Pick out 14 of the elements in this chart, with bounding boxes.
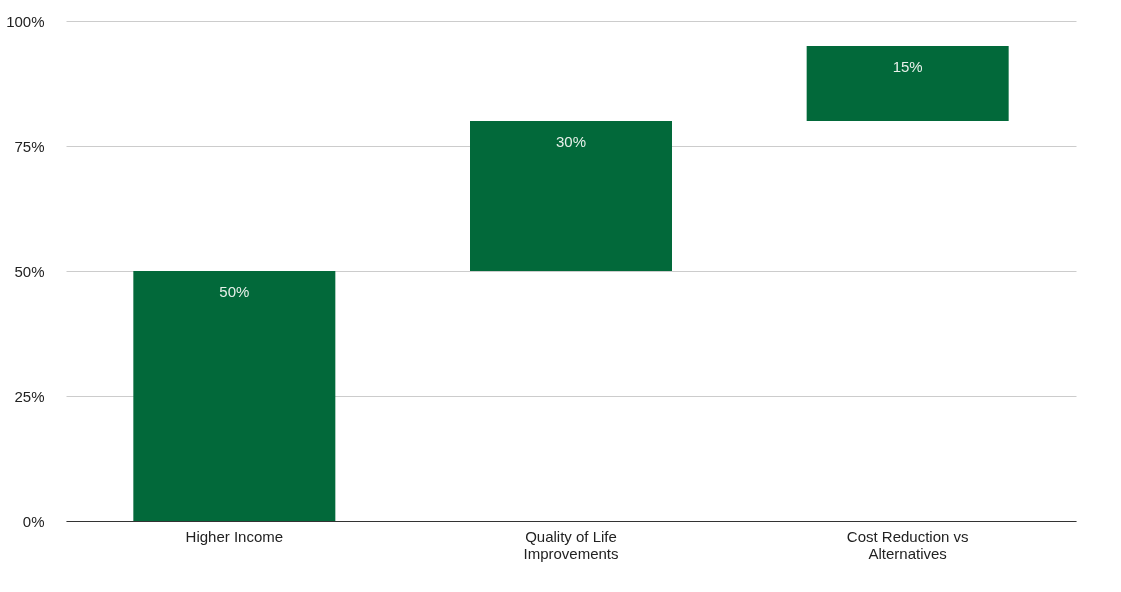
bar bbox=[133, 271, 336, 521]
bar bbox=[470, 121, 672, 271]
y-tick-label: 50% bbox=[14, 262, 45, 280]
y-tick-label: 25% bbox=[14, 387, 45, 405]
y-tick-label: 100% bbox=[6, 12, 45, 30]
x-tick-label: Quality of Life Improvements bbox=[523, 527, 619, 562]
data-label: 30% bbox=[555, 133, 587, 150]
x-tick-label: Higher Income bbox=[185, 527, 284, 545]
data-label: 15% bbox=[892, 58, 923, 75]
bar bbox=[806, 46, 1009, 121]
x-tick-label: Cost Reduction vs Alternatives bbox=[846, 527, 969, 562]
y-tick-label: 75% bbox=[14, 137, 45, 155]
y-tick-label: 0% bbox=[22, 512, 45, 530]
data-label: 50% bbox=[219, 283, 250, 300]
